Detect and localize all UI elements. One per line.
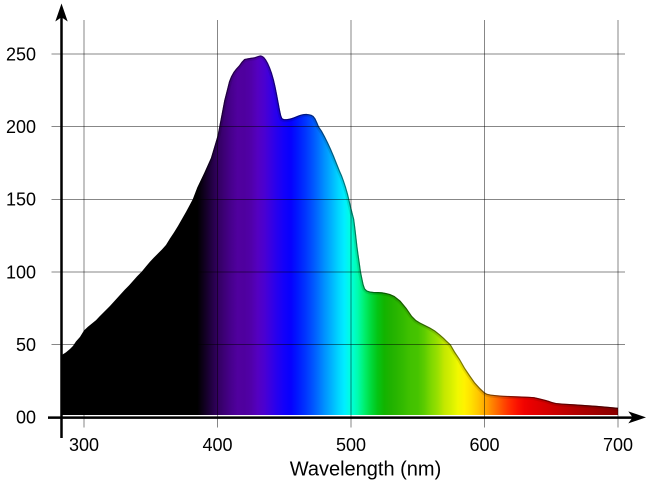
svg-text:500: 500	[336, 435, 366, 455]
svg-text:00: 00	[16, 408, 36, 428]
svg-text:Wavelength (nm): Wavelength (nm)	[290, 458, 442, 480]
svg-text:400: 400	[202, 435, 232, 455]
svg-text:250: 250	[6, 44, 36, 64]
svg-text:150: 150	[6, 190, 36, 210]
svg-text:300: 300	[69, 435, 99, 455]
svg-text:600: 600	[469, 435, 499, 455]
svg-text:200: 200	[6, 117, 36, 137]
svg-text:700: 700	[603, 435, 633, 455]
svg-text:100: 100	[6, 262, 36, 282]
svg-text:50: 50	[16, 335, 36, 355]
